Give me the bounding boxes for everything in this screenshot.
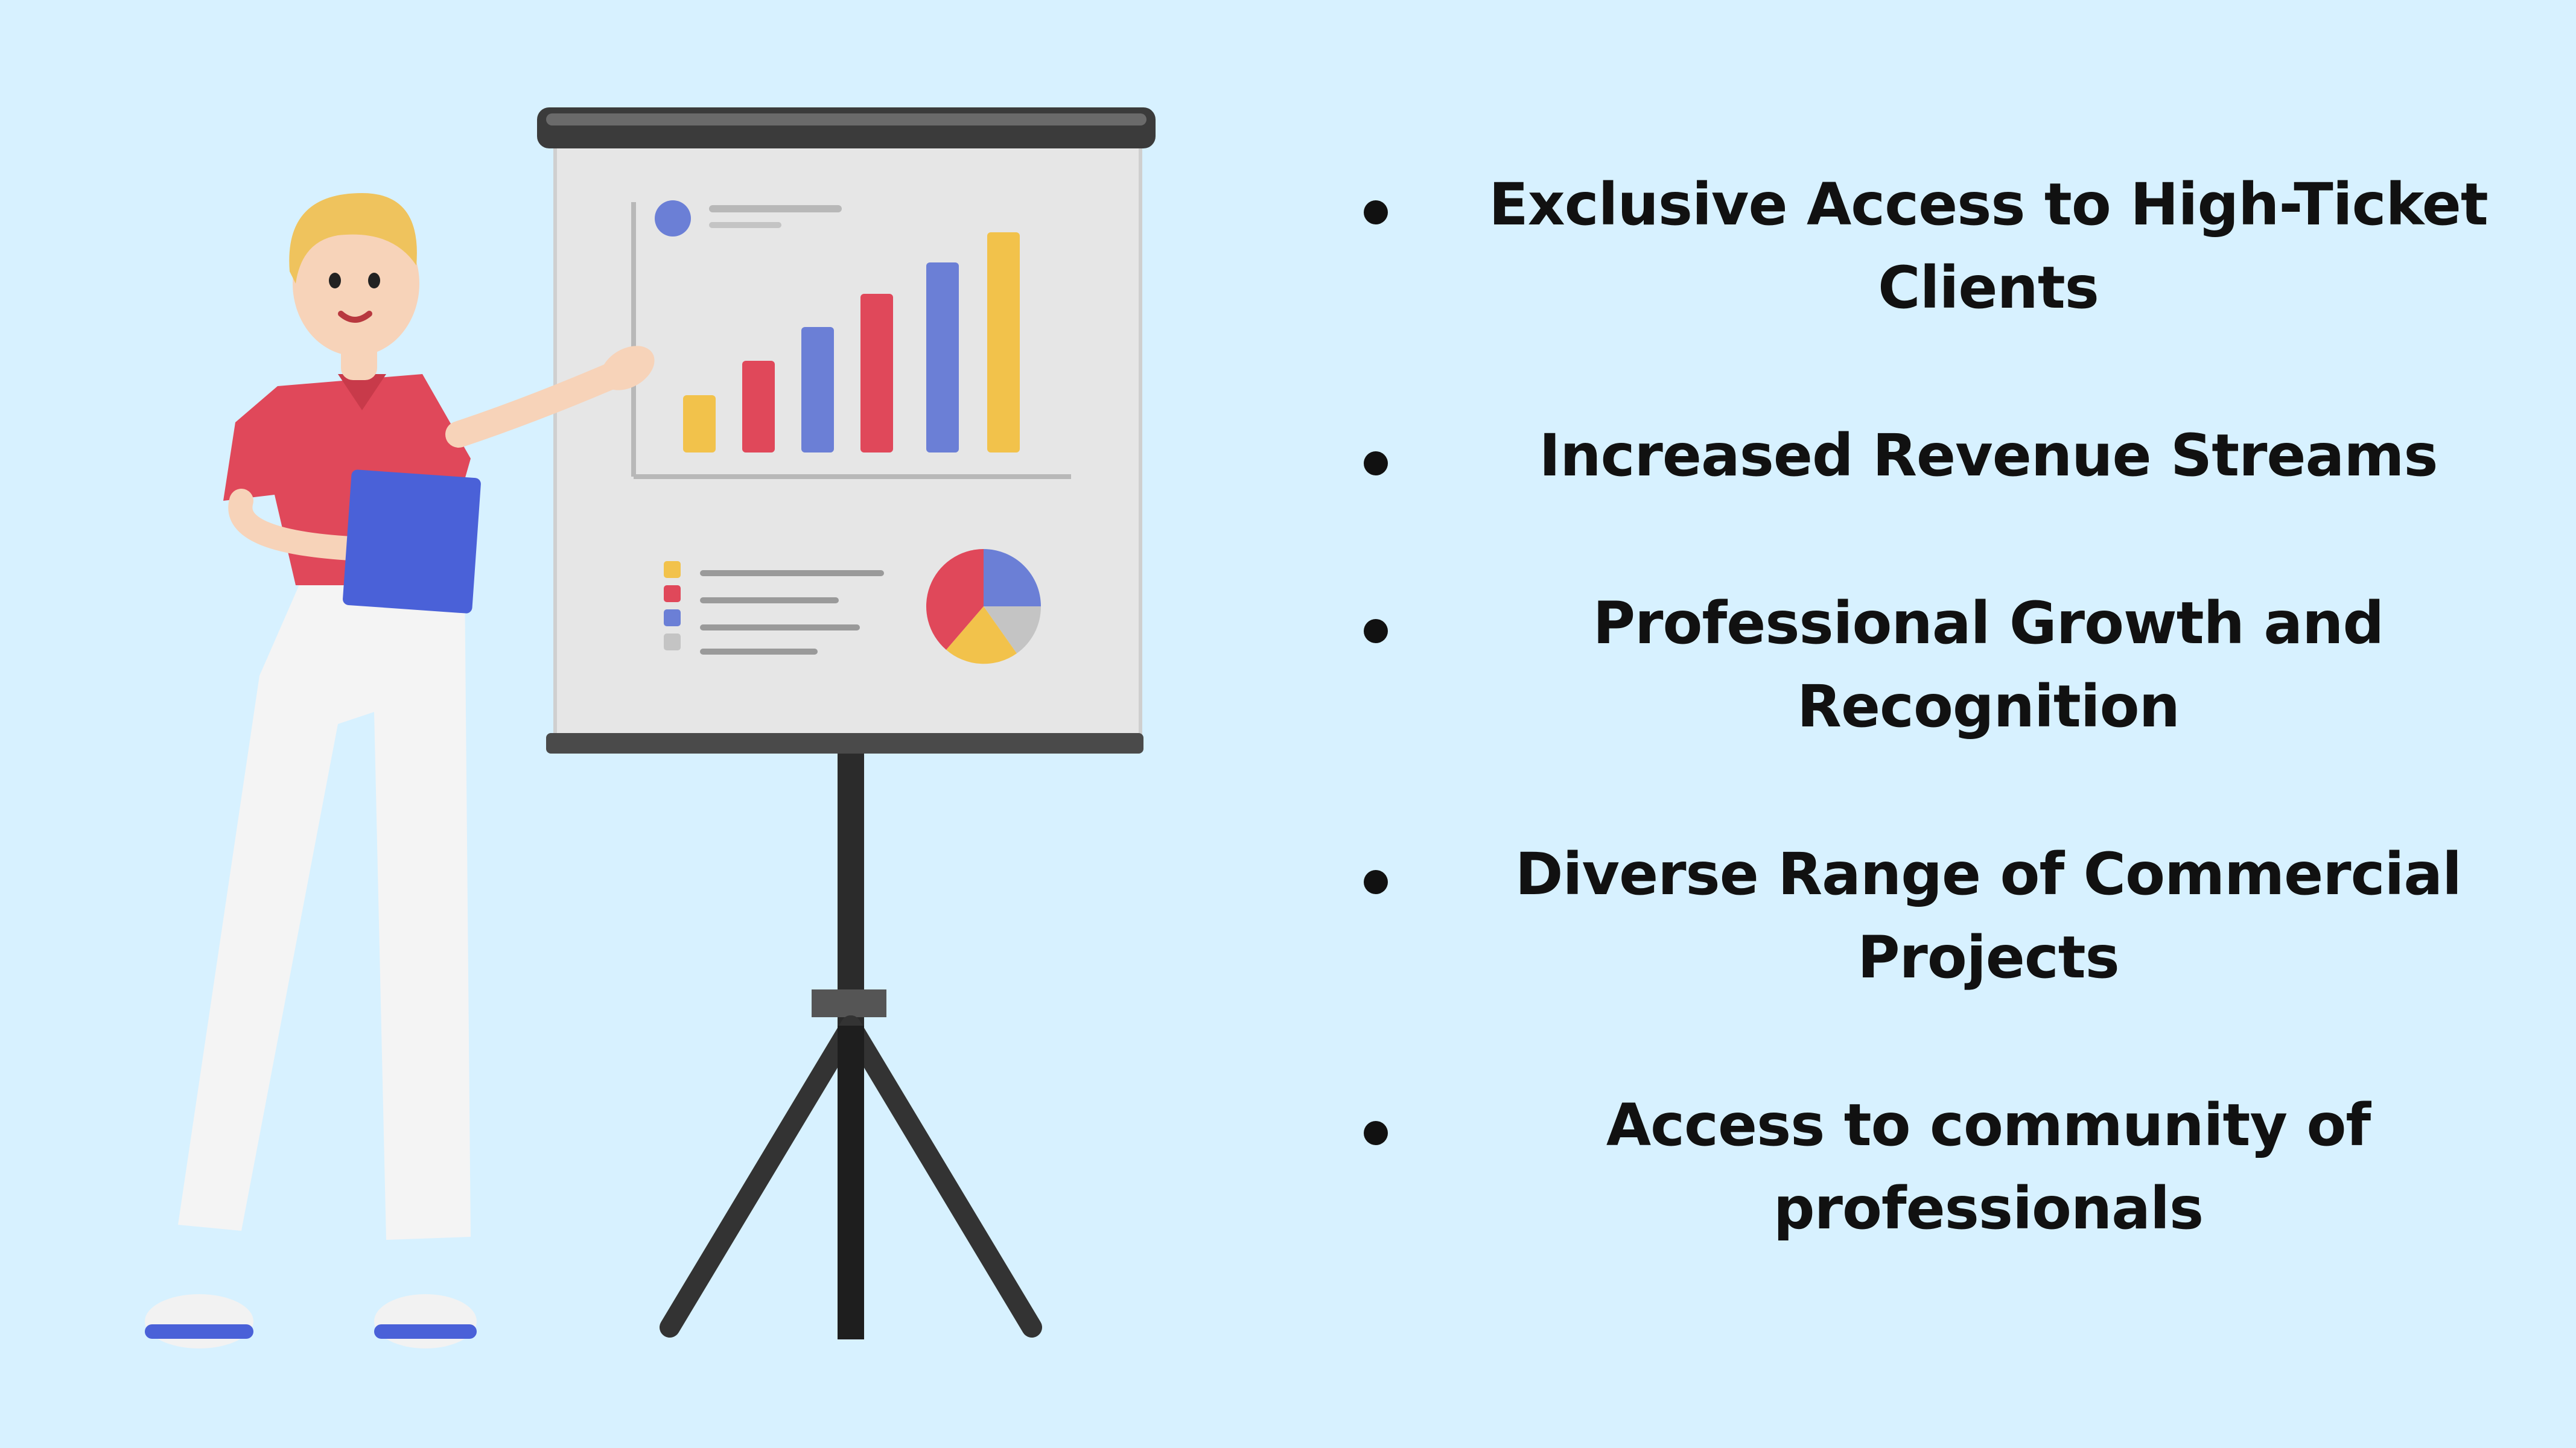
bullet-icon: [1364, 451, 1388, 475]
bullet-icon: [1364, 619, 1388, 643]
benefit-text: Professional Growth and Recognition: [1592, 589, 2384, 740]
benefit-item: Exclusive Access to High-Ticket Clients: [1364, 163, 2510, 329]
benefit-item: Access to community of professionals: [1364, 1084, 2510, 1250]
bullet-icon: [1364, 200, 1388, 224]
benefit-item: Increased Revenue Streams: [1364, 414, 2510, 497]
easel-icon: [660, 748, 1042, 1339]
benefit-text: Diverse Range of Commercial Projects: [1515, 840, 2462, 991]
benefit-text: Access to community of professionals: [1606, 1091, 2371, 1242]
flipchart-board-icon: [537, 107, 1156, 754]
bullet-icon: [1364, 1121, 1388, 1145]
presentation-illustration: [145, 107, 1156, 1348]
benefits-list: Exclusive Access to High-Ticket Clients …: [1364, 163, 2510, 1335]
benefit-text: Increased Revenue Streams: [1539, 422, 2438, 489]
benefit-item: Diverse Range of Commercial Projects: [1364, 833, 2510, 999]
bullet-icon: [1364, 870, 1388, 894]
benefit-item: Professional Growth and Recognition: [1364, 582, 2510, 748]
benefit-text: Exclusive Access to High-Ticket Clients: [1489, 171, 2489, 322]
presenter-woman-icon: [145, 193, 655, 1348]
